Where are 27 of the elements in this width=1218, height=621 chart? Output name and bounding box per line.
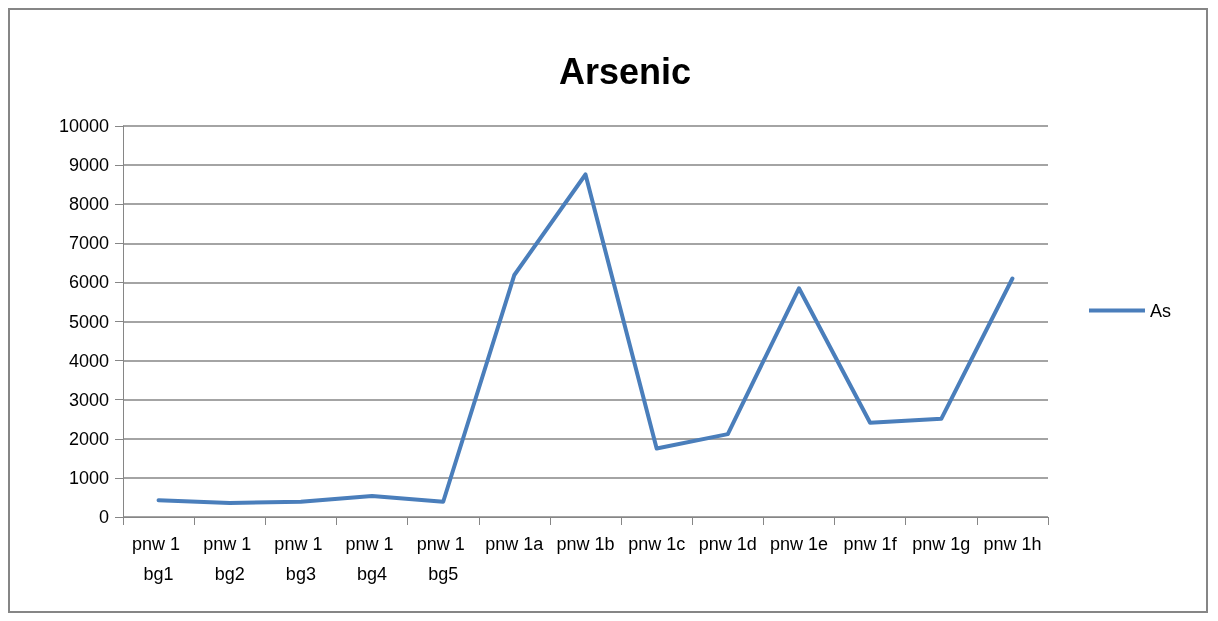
x-tick-label: pnw 1e [769, 534, 828, 554]
x-tick-label: pnw 1f [843, 534, 898, 554]
x-tick-label: pnw 1 bg2 [203, 534, 257, 584]
line-series [156, 172, 1015, 505]
x-tick-label: pnw 1a [485, 534, 545, 554]
y-tick-label: 2000 [68, 428, 109, 449]
x-tick-label: pnw 1d [698, 534, 757, 554]
y-tick-label: 7000 [68, 233, 109, 254]
x-tick-label: pnw 1 bg4 [345, 534, 399, 584]
y-tick-label: 5000 [68, 311, 109, 332]
y-tick-label: 6000 [68, 272, 109, 293]
y-tick-label: 4000 [68, 350, 109, 371]
y-tick-label: 9000 [68, 155, 109, 176]
y-tick-label: 0 [98, 507, 109, 527]
x-tick-label: pnw 1g [912, 534, 971, 554]
x-tick-label: pnw 1 bg1 [132, 534, 186, 584]
x-tick-label: pnw 1h [983, 534, 1042, 554]
y-tick-label: 10000 [58, 116, 109, 136]
x-tick-label: pnw 1 bg3 [274, 534, 328, 584]
y-tick-label: 8000 [68, 194, 109, 215]
x-tick-label: pnw 1c [628, 534, 686, 554]
legend-label: As [1149, 300, 1172, 321]
y-tick-label: 3000 [68, 389, 109, 410]
y-tick-label: 1000 [68, 467, 109, 488]
chart-title: Arsenic [558, 50, 692, 92]
x-tick-label: pnw 1 bg5 [416, 534, 470, 584]
x-tick-label: pnw 1b [556, 534, 615, 554]
